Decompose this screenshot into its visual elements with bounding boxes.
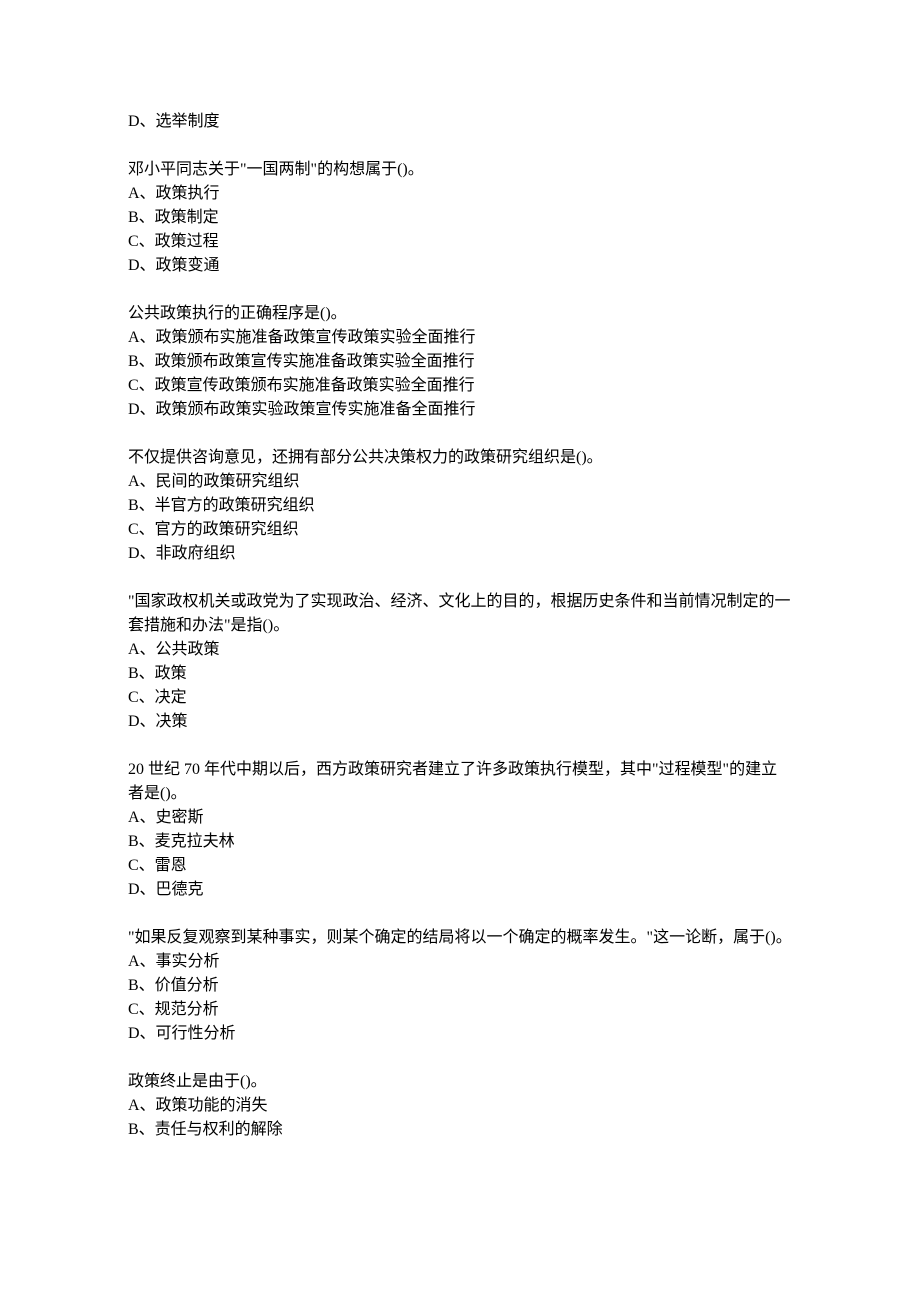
question-3: 不仅提供咨询意见，还拥有部分公共决策权力的政策研究组织是()。 A、民间的政策研… [128, 446, 792, 566]
question-4: "国家政权机关或政党为了实现政治、经济、文化上的目的，根据历史条件和当前情况制定… [128, 590, 792, 734]
option-c: C、雷恩 [128, 854, 792, 878]
option-d: D、政策颁布政策实验政策宣传实施准备全面推行 [128, 398, 792, 422]
question-text: "国家政权机关或政党为了实现政治、经济、文化上的目的，根据历史条件和当前情况制定… [128, 590, 792, 638]
question-7: 政策终止是由于()。 A、政策功能的消失 B、责任与权利的解除 [128, 1070, 792, 1142]
option-b: B、价值分析 [128, 974, 792, 998]
option-a: A、公共政策 [128, 638, 792, 662]
option-b: B、政策制定 [128, 206, 792, 230]
question-text: 不仅提供咨询意见，还拥有部分公共决策权力的政策研究组织是()。 [128, 446, 792, 470]
option-c: C、规范分析 [128, 998, 792, 1022]
option-a: A、政策颁布实施准备政策宣传政策实验全面推行 [128, 326, 792, 350]
question-text: 邓小平同志关于"一国两制"的构想属于()。 [128, 158, 792, 182]
option-c: C、决定 [128, 686, 792, 710]
option-b: B、麦克拉夫林 [128, 830, 792, 854]
question-5: 20 世纪 70 年代中期以后，西方政策研究者建立了许多政策执行模型，其中"过程… [128, 758, 792, 902]
option-c: C、政策过程 [128, 230, 792, 254]
question-6: "如果反复观察到某种事实，则某个确定的结局将以一个确定的概率发生。"这一论断，属… [128, 926, 792, 1046]
option-c: C、官方的政策研究组织 [128, 518, 792, 542]
option-a: A、民间的政策研究组织 [128, 470, 792, 494]
option-a: A、史密斯 [128, 806, 792, 830]
question-text: 政策终止是由于()。 [128, 1070, 792, 1094]
option-d: D、政策变通 [128, 254, 792, 278]
option-d: D、决策 [128, 710, 792, 734]
option-b: B、政策 [128, 662, 792, 686]
question-text: 公共政策执行的正确程序是()。 [128, 302, 792, 326]
option-b: B、政策颁布政策宣传实施准备政策实验全面推行 [128, 350, 792, 374]
question-text: "如果反复观察到某种事实，则某个确定的结局将以一个确定的概率发生。"这一论断，属… [128, 926, 792, 950]
orphan-option-block: D、选举制度 [128, 110, 792, 134]
option-c: C、政策宣传政策颁布实施准备政策实验全面推行 [128, 374, 792, 398]
question-text: 20 世纪 70 年代中期以后，西方政策研究者建立了许多政策执行模型，其中"过程… [128, 758, 792, 806]
option-a: A、政策执行 [128, 182, 792, 206]
option-d: D、可行性分析 [128, 1022, 792, 1046]
question-2: 公共政策执行的正确程序是()。 A、政策颁布实施准备政策宣传政策实验全面推行 B… [128, 302, 792, 422]
question-1: 邓小平同志关于"一国两制"的构想属于()。 A、政策执行 B、政策制定 C、政策… [128, 158, 792, 278]
option-b: B、责任与权利的解除 [128, 1118, 792, 1142]
option-a: A、事实分析 [128, 950, 792, 974]
document-page: D、选举制度 邓小平同志关于"一国两制"的构想属于()。 A、政策执行 B、政策… [0, 0, 920, 1226]
option-b: B、半官方的政策研究组织 [128, 494, 792, 518]
option-d: D、非政府组织 [128, 542, 792, 566]
option-a: A、政策功能的消失 [128, 1094, 792, 1118]
option-d: D、选举制度 [128, 110, 792, 134]
option-d: D、巴德克 [128, 878, 792, 902]
